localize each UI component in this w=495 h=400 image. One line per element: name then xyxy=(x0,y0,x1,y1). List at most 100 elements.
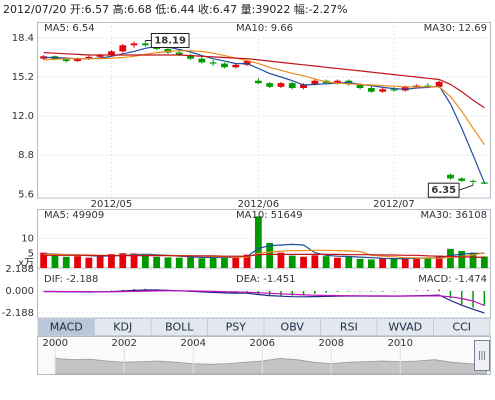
ma-line xyxy=(43,253,485,258)
volume-bar xyxy=(480,256,488,268)
y-tick-label: 15.2 xyxy=(12,72,34,83)
volume-bar xyxy=(74,256,81,268)
candle-body xyxy=(390,89,398,91)
y-tick-label: 18.4 xyxy=(12,33,34,44)
tab-label: KDJ xyxy=(113,321,132,334)
volume-bar xyxy=(277,252,285,268)
candle-body xyxy=(96,55,104,57)
volume-bar xyxy=(187,256,194,268)
candle-body xyxy=(232,64,240,68)
candle-body xyxy=(85,56,93,59)
candle-body xyxy=(130,43,138,46)
x-tick-label: 2010 xyxy=(388,338,413,349)
volume-bar xyxy=(401,257,409,268)
candle-body xyxy=(469,180,477,182)
y-tick-label: 5 xyxy=(28,248,34,259)
candle-body xyxy=(311,80,319,85)
x-tick-label: 2008 xyxy=(319,338,344,349)
ma-line xyxy=(43,50,485,146)
legend-entry: MA30: 36108 xyxy=(420,210,487,221)
tab-label: WVAD xyxy=(388,321,422,334)
volume-bar xyxy=(413,257,420,268)
candle-body xyxy=(413,85,420,87)
candle-body xyxy=(164,48,172,53)
candle-body xyxy=(141,43,149,46)
indicator-tab[interactable] xyxy=(433,318,491,336)
volume-bar xyxy=(96,255,104,268)
volume-bar xyxy=(356,258,364,268)
y-tick-label: 10 xyxy=(21,234,34,245)
navigator: 2000 2002 2004 2006 2008 2010 xyxy=(43,337,487,375)
legend-entry: MA10: 9.66 xyxy=(236,23,293,34)
volume-bar xyxy=(345,256,353,268)
volume-bar xyxy=(288,255,296,268)
volume-bar xyxy=(243,254,251,268)
volume-bar xyxy=(322,256,330,268)
candle-body xyxy=(447,174,454,179)
candle-body xyxy=(480,182,488,184)
tab-label: RSI xyxy=(340,321,358,334)
y-tick-label: 5.6 xyxy=(18,189,34,200)
unit-label: x万 xyxy=(18,258,34,269)
candle-body xyxy=(288,83,296,89)
legend-entry: MA5: 49909 xyxy=(44,210,104,221)
volume-bar xyxy=(51,254,59,268)
x-tick-label: 2012/07 xyxy=(373,199,415,210)
x-tick-label: 2004 xyxy=(181,338,206,349)
candle-body xyxy=(277,83,285,87)
candle-body xyxy=(243,61,251,65)
volume-bar xyxy=(62,256,70,268)
x-tick-label: 2006 xyxy=(250,338,275,349)
annotation-label: 6.35 xyxy=(431,185,456,196)
annotation-label: 18.19 xyxy=(154,35,186,46)
legend-entry: DEA: -1.451 xyxy=(236,274,295,285)
volume-bar xyxy=(254,216,262,268)
candle-body xyxy=(367,88,375,92)
legend-entry: MACD: -1.474 xyxy=(418,274,487,285)
volume-bar xyxy=(153,256,161,268)
x-tick-label: 2012/06 xyxy=(238,199,280,210)
volume-bar xyxy=(130,253,138,268)
candle-body xyxy=(356,84,364,89)
annotation-pointer xyxy=(458,184,474,191)
volume-bar xyxy=(367,259,375,268)
volume-bar xyxy=(469,252,477,268)
volume-bar xyxy=(266,242,274,268)
volume-bar xyxy=(175,257,183,268)
volume-bar xyxy=(164,257,172,268)
legend-entry: MA10: 51649 xyxy=(236,210,303,221)
volume-bar xyxy=(300,256,307,268)
candle-body xyxy=(401,86,409,91)
candle-body xyxy=(74,58,81,62)
legend-entry: MA5: 6.54 xyxy=(44,23,95,34)
volume-bar xyxy=(334,257,341,268)
candle-body xyxy=(334,80,341,84)
volume-bar xyxy=(458,250,466,268)
tab-label: OBV xyxy=(281,321,305,334)
x-tick-label: 2000 xyxy=(43,338,68,349)
candle-body xyxy=(435,81,443,87)
candle-body xyxy=(187,55,194,59)
candle-body xyxy=(424,85,432,87)
candle-body xyxy=(198,58,206,63)
volume-bar xyxy=(198,258,206,268)
volume-bar xyxy=(209,257,217,268)
candle-body xyxy=(379,89,387,92)
candle-body xyxy=(175,52,183,56)
tab-label: CCI xyxy=(452,321,471,334)
volume-bar xyxy=(85,257,93,268)
volume-bar xyxy=(141,255,149,268)
price-panel xyxy=(37,22,491,199)
candle-body xyxy=(266,83,274,87)
candle-body xyxy=(254,80,262,84)
y-tick-label: 0.000 xyxy=(5,286,34,297)
legend-entry: MA30: 12.69 xyxy=(424,23,487,34)
header: 2012/07/20 开:6.57 高:6.68 低:6.44 收:6.47 量… xyxy=(3,2,348,16)
volume-bar xyxy=(108,254,115,268)
volume-bar xyxy=(447,248,454,268)
candle-body xyxy=(108,51,115,56)
candle-body xyxy=(300,84,307,89)
